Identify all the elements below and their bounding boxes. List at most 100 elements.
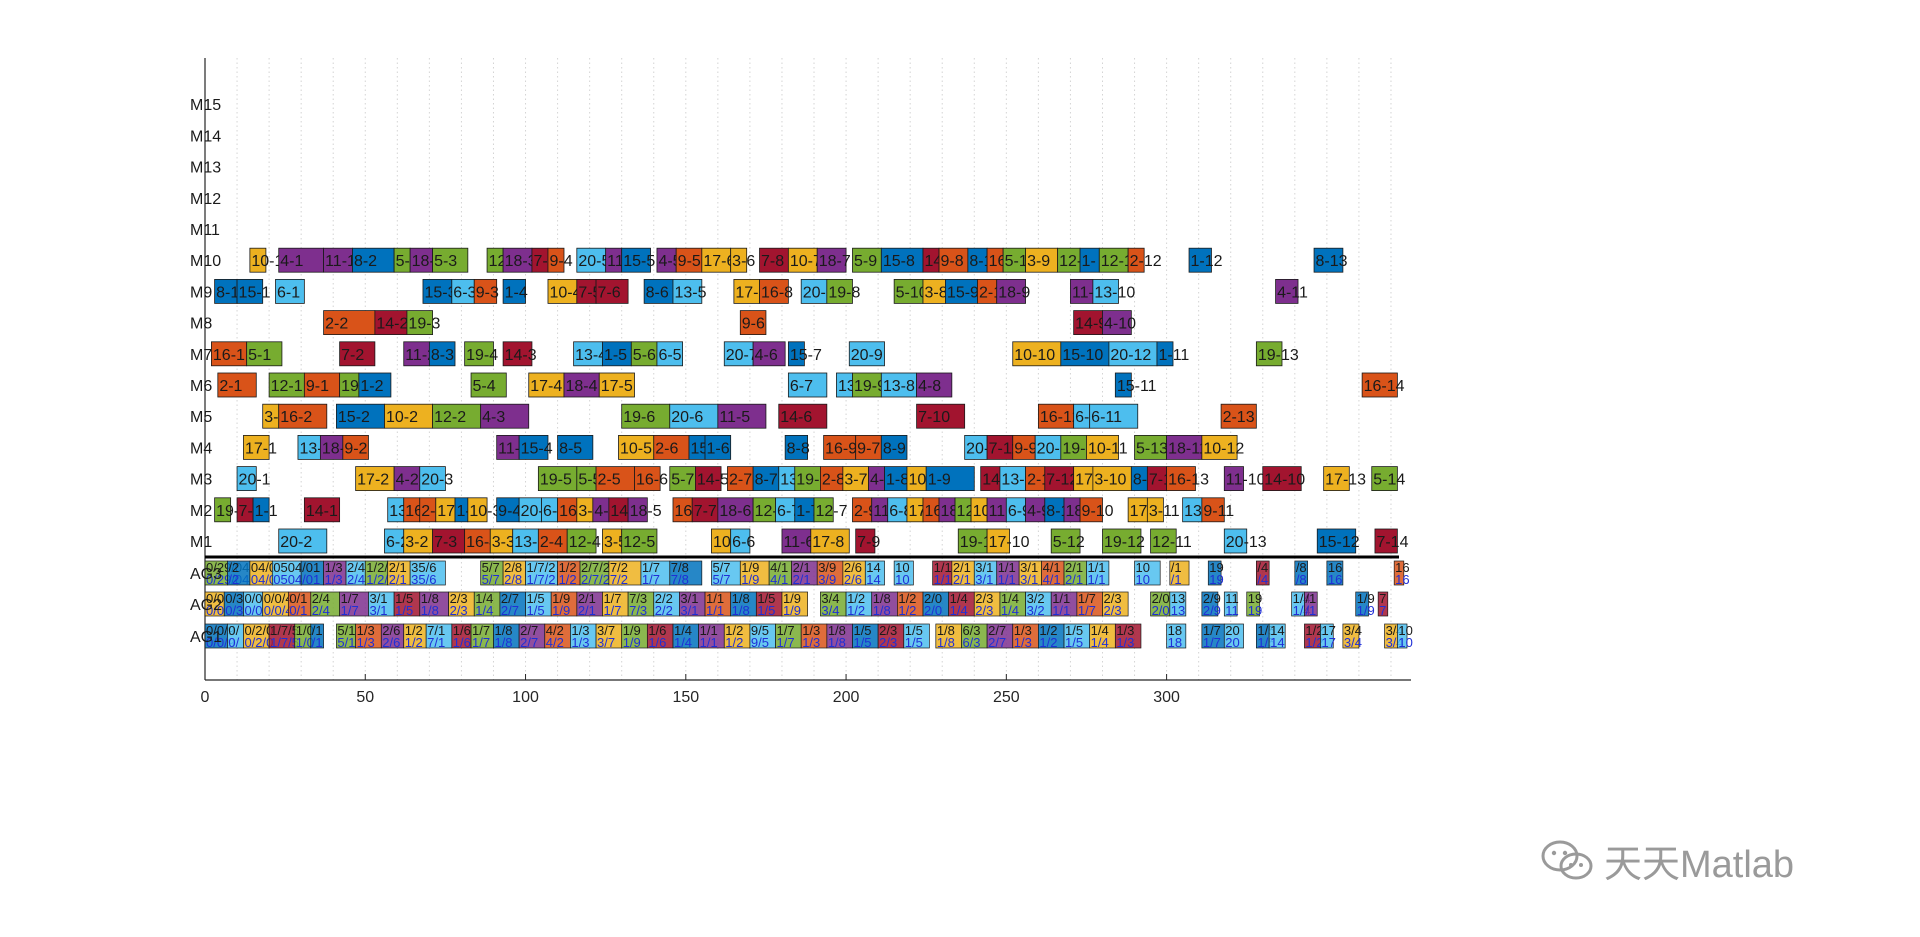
task-bar: 7-2 xyxy=(339,341,376,367)
task-bar: 11 xyxy=(986,497,1007,523)
agv-bar-rect xyxy=(448,591,475,617)
task-bar: 10-7 xyxy=(787,247,822,273)
task-bar: 14 xyxy=(922,247,942,273)
agv-bar-label: 1/9 xyxy=(623,623,641,638)
task-bar-label: 18-11 xyxy=(1168,440,1208,457)
task-bar: 6-7 xyxy=(787,372,828,398)
task-bar-rect xyxy=(880,434,908,460)
agv-bar-label: 2/3 xyxy=(450,591,468,606)
agv-bar: 2/32/3 xyxy=(973,591,1001,618)
task-bar-rect xyxy=(848,341,885,367)
agv-bar: 5/15/1 xyxy=(336,623,357,650)
agv-bar-label: 3/1 xyxy=(975,560,993,575)
task-bar: 15-11 xyxy=(1114,372,1157,398)
agv-bar-label: 1/3 xyxy=(325,560,343,575)
agv-bar-label-secondary: 2/8 xyxy=(504,572,522,587)
task-bar-label: 17-10 xyxy=(989,534,1030,551)
agv-bar-label: 1/7 xyxy=(341,591,359,606)
task-bar: 1-11 xyxy=(1156,341,1189,367)
agv-bar-label: 4/2 xyxy=(546,623,564,638)
task-bar: 14-6 xyxy=(778,403,828,429)
agv-bar-rect xyxy=(262,591,289,617)
agv-bar: 0/0/ xyxy=(227,623,244,650)
task-bar-label: 4-11 xyxy=(1277,284,1308,301)
task-bar: 13- xyxy=(297,434,323,460)
agv-bar: 1/51/5 xyxy=(525,591,552,618)
task-bar-label: 1-12 xyxy=(1191,253,1223,270)
agv-bar-label: 1/7 xyxy=(603,591,621,606)
agv-bar: 0/00/0 xyxy=(243,591,264,618)
agv-bar-label-secondary: 1/0 xyxy=(296,635,314,650)
task-bar-rect xyxy=(1086,434,1119,460)
agv-bar-label-secondary: 16 xyxy=(1328,572,1342,587)
agv-bar-label-secondary: 04/0 xyxy=(251,572,276,587)
agv-bar-label-secondary: 7/8 xyxy=(671,572,689,587)
agv-bar: 3/13/1 xyxy=(973,560,998,587)
agv-bar-rect xyxy=(409,560,446,586)
agv-bar: 0/2/00/2/0 xyxy=(243,623,273,650)
task-bar-label: 9-6 xyxy=(742,316,765,333)
agv-bar-label: 1/1 xyxy=(706,591,724,606)
task-bar: 5-14 xyxy=(1371,466,1405,492)
task-bar: 2-5 xyxy=(595,466,635,492)
agv-bar-label-secondary: 1/6 xyxy=(453,635,471,650)
task-bar: 2-4 xyxy=(537,528,568,554)
agv-bar: 4/14/1 xyxy=(768,560,792,587)
agv-bar-rect xyxy=(1355,591,1369,617)
task-bar: 3-10 xyxy=(1092,466,1132,492)
task-bar-rect xyxy=(1079,497,1103,523)
task-bar-rect xyxy=(634,466,661,492)
task-bar-rect xyxy=(1262,466,1302,492)
agv-bar-rect xyxy=(816,560,844,586)
agv-bar-label: 1/6 xyxy=(453,623,471,638)
task-bar-rect xyxy=(480,403,530,429)
agv-bar-label-secondary: 1/8 xyxy=(421,603,439,618)
task-bar: 4-8 xyxy=(916,372,953,398)
agv-bar-label-secondary: 4/1 xyxy=(770,572,788,587)
agv-bar: 1/31/3 xyxy=(800,623,828,650)
agv-bar: 2/42/4 xyxy=(310,591,340,618)
agv-bar-label: 13 xyxy=(1171,591,1185,606)
task-bar: 8-8 xyxy=(784,434,810,460)
task-bar-label: 20-7 xyxy=(726,347,758,364)
task-bar-rect xyxy=(1146,497,1164,523)
agv-bar-label: 1/5 xyxy=(395,591,413,606)
agv-bar-label-secondary: 0/2/0 xyxy=(244,635,273,650)
agv-bar: 1/41/4 xyxy=(1089,623,1116,650)
task-bar-label: 13-5 xyxy=(674,284,706,301)
task-bar-rect xyxy=(537,528,568,554)
agv-bar-label-secondary: 4/2 xyxy=(546,635,564,650)
agv-bar-label-secondary: 1/8 xyxy=(873,603,891,618)
agv-bar: 1/11/1 xyxy=(1050,591,1078,618)
task-bar: 7-10 xyxy=(916,403,966,429)
agv-bar: /1/1 xyxy=(1169,560,1190,587)
task-bar-label: 9-1 xyxy=(306,378,329,395)
task-bar-label: 1- xyxy=(1082,253,1096,270)
agv-bar: 1/11/1 xyxy=(996,560,1020,587)
agv-bar-label: /2 xyxy=(228,560,239,575)
agv-bar-label-secondary: 1/7 xyxy=(341,603,359,618)
agv-bar-label: 1/1 xyxy=(1052,591,1070,606)
agv-bar-label: /1 xyxy=(312,623,323,638)
row-label-ag3: AG3 xyxy=(190,566,222,583)
task-bar-rect xyxy=(278,528,328,554)
agv-bar-rect xyxy=(877,623,905,649)
task-bar-label: 12-7 xyxy=(816,503,848,520)
row-label-m10: M10 xyxy=(190,253,221,270)
task-bar-label: 18 xyxy=(1066,503,1084,520)
task-bar-label: 12-11 xyxy=(1152,534,1192,551)
task-bar-label: 4-10 xyxy=(1104,316,1136,333)
task-bar-label: 9-7 xyxy=(857,440,880,457)
task-bar-label: 2-4 xyxy=(540,534,563,551)
agv-bar-label: 1/4 xyxy=(950,591,968,606)
task-bar-label: 2-7 xyxy=(729,472,752,489)
agv-bar: 0/0/40/0/4 xyxy=(262,591,293,618)
agv-bar-rect xyxy=(1304,591,1318,617)
agv-bar-rect xyxy=(749,623,776,649)
agv-bar-label-secondary: 3/4 xyxy=(821,603,839,618)
agv-bar-label: /8 xyxy=(1296,560,1307,575)
task-bar: 14-3 xyxy=(502,341,537,367)
